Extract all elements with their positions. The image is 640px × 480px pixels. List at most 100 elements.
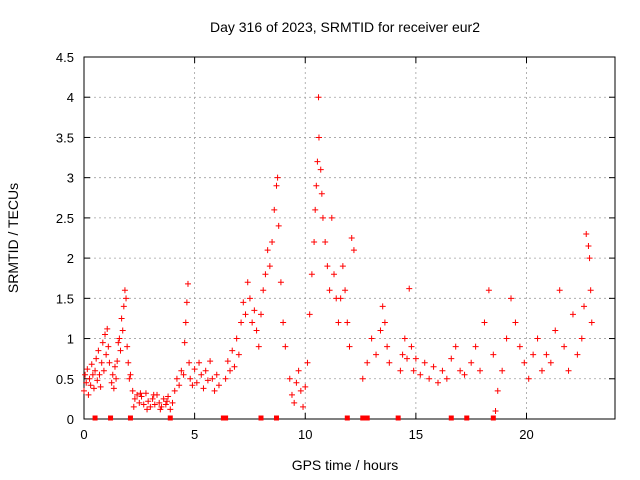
- data-point: [244, 279, 251, 286]
- data-point: [180, 371, 187, 378]
- data-point: [368, 335, 375, 342]
- data-point: [94, 377, 101, 384]
- data-point: [255, 343, 262, 350]
- zero-marker: [360, 415, 366, 421]
- data-point: [215, 382, 222, 389]
- data-point: [260, 287, 267, 294]
- zero-marker: [344, 415, 350, 421]
- data-point: [118, 315, 125, 322]
- y-tick-label: 3.5: [56, 130, 74, 145]
- data-point: [556, 287, 563, 294]
- data-point: [113, 375, 120, 382]
- data-point: [335, 319, 342, 326]
- data-point: [266, 263, 273, 270]
- data-point: [322, 239, 329, 246]
- data-point: [193, 379, 200, 386]
- x-tick-label: 20: [519, 427, 533, 442]
- data-point: [187, 375, 194, 382]
- data-point: [209, 375, 216, 382]
- data-point: [503, 335, 510, 342]
- data-point: [472, 343, 479, 350]
- x-tick-label: 10: [298, 427, 312, 442]
- data-point: [145, 398, 152, 405]
- data-point: [399, 351, 406, 358]
- data-point: [105, 343, 112, 350]
- data-point: [196, 359, 203, 366]
- zero-marker: [273, 415, 279, 421]
- data-point: [468, 359, 475, 366]
- data-point: [583, 230, 590, 237]
- data-point: [88, 361, 95, 368]
- data-point: [565, 367, 572, 374]
- data-point: [530, 351, 537, 358]
- data-point: [448, 355, 455, 362]
- x-axis-title: GPS time / hours: [292, 457, 399, 473]
- data-point: [82, 371, 89, 378]
- data-point: [331, 271, 338, 278]
- y-tick-label: 4: [67, 90, 74, 105]
- data-point: [521, 359, 528, 366]
- zero-marker: [167, 415, 173, 421]
- data-point: [184, 280, 191, 287]
- data-point: [552, 327, 559, 334]
- data-point: [229, 347, 236, 354]
- data-point: [183, 299, 190, 306]
- x-tick-label: 15: [409, 427, 423, 442]
- data-point: [516, 343, 523, 350]
- data-point: [346, 343, 353, 350]
- data-point: [156, 399, 163, 406]
- data-point: [313, 182, 320, 189]
- data-point: [233, 335, 240, 342]
- data-point: [162, 401, 169, 408]
- data-point: [99, 339, 106, 346]
- data-point: [359, 375, 366, 382]
- data-point: [235, 351, 242, 358]
- data-point: [404, 355, 411, 362]
- grid-lines: [84, 57, 615, 419]
- data-point: [207, 358, 214, 365]
- data-point: [87, 382, 94, 389]
- data-point: [381, 319, 388, 326]
- data-point: [326, 287, 333, 294]
- data-point: [300, 403, 307, 410]
- data-point: [200, 385, 207, 392]
- data-point: [198, 371, 205, 378]
- data-point: [406, 285, 413, 292]
- data-point: [408, 343, 415, 350]
- data-point: [443, 375, 450, 382]
- data-point: [317, 166, 324, 173]
- data-point: [136, 399, 143, 406]
- data-point: [258, 311, 264, 318]
- data-point: [452, 343, 459, 350]
- data-point: [178, 367, 185, 374]
- data-point: [379, 303, 386, 310]
- data-point: [324, 263, 331, 270]
- zero-marker: [258, 415, 264, 421]
- data-point: [109, 371, 116, 378]
- x-tick-label: 0: [80, 427, 87, 442]
- data-point: [120, 303, 127, 310]
- data-point: [586, 255, 593, 262]
- data-point: [435, 379, 441, 386]
- data-point: [111, 363, 118, 370]
- data-point: [397, 367, 404, 374]
- data-point: [189, 382, 196, 389]
- data-point: [525, 375, 532, 382]
- data-point: [167, 406, 174, 413]
- zero-marker: [464, 415, 470, 421]
- data-point: [585, 243, 592, 250]
- data-point: [238, 319, 245, 326]
- data-point: [242, 311, 249, 318]
- data-point: [83, 379, 90, 386]
- data-point: [319, 214, 326, 221]
- data-point: [481, 319, 488, 326]
- data-point: [93, 355, 100, 362]
- data-point: [114, 358, 121, 365]
- data-point: [149, 395, 156, 402]
- data-point: [103, 351, 110, 358]
- data-point: [130, 403, 137, 410]
- data-point: [186, 359, 193, 366]
- data-point: [534, 335, 541, 342]
- data-point: [377, 327, 384, 334]
- data-point: [494, 387, 501, 394]
